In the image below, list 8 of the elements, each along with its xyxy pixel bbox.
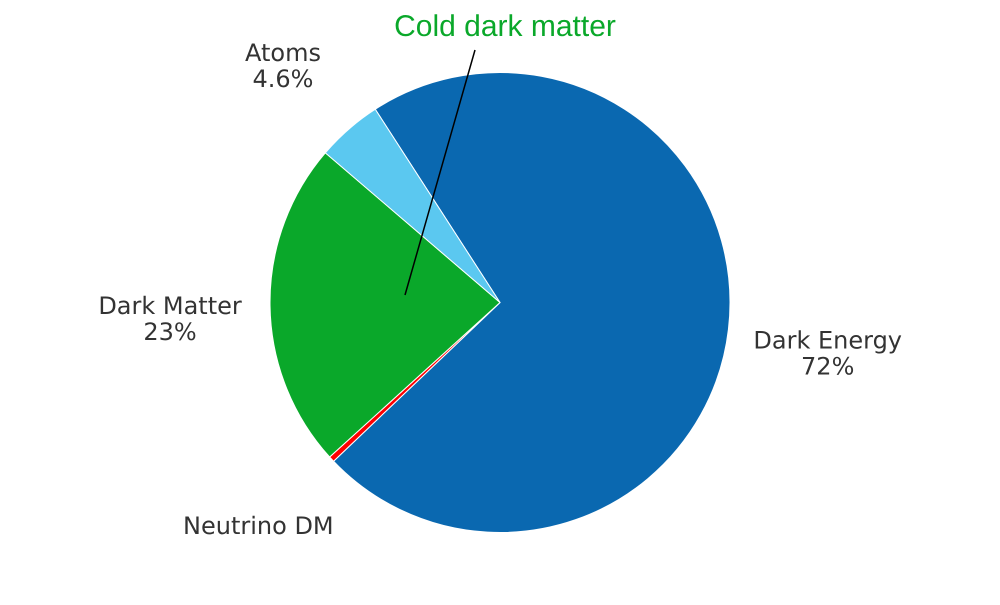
- data-label: 4.6%: [252, 64, 314, 93]
- slice-label: Dark Energy: [753, 326, 902, 354]
- slice-label: Atoms: [244, 38, 321, 67]
- slice-label: Dark Matter: [98, 292, 242, 320]
- data-label: 23%: [143, 318, 197, 346]
- slice-label: Neutrino DM: [183, 512, 334, 540]
- data-label: 72%: [801, 352, 854, 380]
- text: Cold dark matter: [394, 10, 616, 43]
